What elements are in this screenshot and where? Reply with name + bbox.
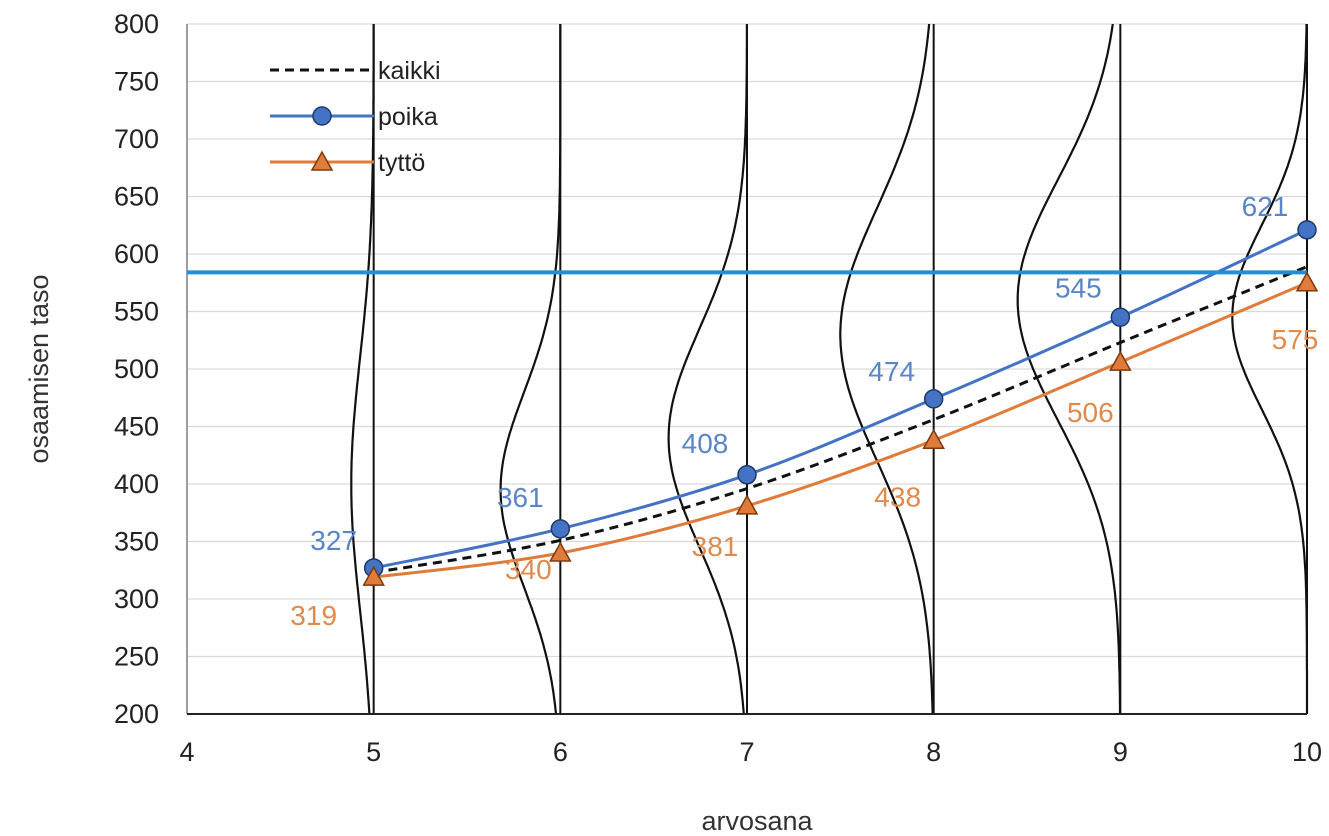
y-tick-label: 250 bbox=[114, 642, 159, 672]
data-label-tyttö: 381 bbox=[692, 531, 739, 562]
data-label-tyttö: 575 bbox=[1272, 324, 1319, 355]
legend-label-kaikki: kaikki bbox=[378, 57, 441, 85]
y-tick-label: 450 bbox=[114, 412, 159, 442]
marker-tyttö bbox=[1109, 350, 1132, 371]
y-tick-label: 550 bbox=[114, 297, 159, 327]
marker-poika bbox=[923, 389, 944, 409]
marker-poika bbox=[737, 465, 757, 485]
marker-tyttö bbox=[735, 494, 759, 515]
legend-label-poika: poika bbox=[378, 103, 438, 131]
data-label-poika: 408 bbox=[682, 428, 729, 459]
y-tick-label: 500 bbox=[114, 354, 159, 384]
legend-label-tyttö: tyttö bbox=[378, 149, 425, 177]
data-label-poika: 621 bbox=[1242, 191, 1289, 222]
data-label-poika: 474 bbox=[868, 356, 915, 387]
data-labels: 327 361 408 474 545 621 319 340 381 438 506 575 bbox=[290, 191, 1318, 631]
series-markers bbox=[362, 220, 1319, 586]
marker-poika bbox=[1297, 220, 1317, 240]
tick-labels: 200 250 300 350 400 450 500 550 600 650 700 750 800 4… bbox=[114, 9, 1322, 767]
data-label-tyttö: 319 bbox=[290, 600, 337, 631]
x-tick-label: 6 bbox=[553, 737, 568, 767]
marker-tyttö bbox=[1295, 271, 1319, 292]
data-label-tyttö: 506 bbox=[1067, 397, 1114, 428]
y-tick-label: 600 bbox=[114, 239, 159, 269]
distribution-curves bbox=[350, 23, 1309, 715]
data-label-tyttö: 340 bbox=[505, 554, 552, 585]
series-line-tyttö bbox=[373, 281, 1308, 579]
data-label-tyttö: 438 bbox=[874, 481, 921, 512]
series-line-kaikki bbox=[373, 265, 1308, 575]
y-tick-label: 350 bbox=[114, 527, 159, 557]
distribution-curve bbox=[1016, 23, 1122, 714]
axes bbox=[186, 24, 1307, 715]
distribution-curve bbox=[839, 23, 934, 715]
marker-poika bbox=[312, 106, 332, 126]
legend: kaikki poika tyttö bbox=[270, 57, 441, 177]
x-tick-label: 5 bbox=[366, 737, 381, 767]
data-label-poika: 327 bbox=[310, 525, 357, 556]
series-lines bbox=[373, 228, 1308, 579]
x-tick-label: 10 bbox=[1292, 737, 1322, 767]
data-label-poika: 361 bbox=[497, 482, 544, 513]
x-axis-title: arvosana bbox=[701, 806, 813, 836]
x-tick-label: 7 bbox=[739, 737, 754, 767]
marker-tyttö bbox=[922, 428, 945, 450]
marker-tyttö bbox=[310, 150, 334, 171]
marker-poika bbox=[550, 519, 571, 539]
x-tick-label: 4 bbox=[179, 737, 194, 767]
y-tick-label: 750 bbox=[114, 67, 159, 97]
marker-poika bbox=[1110, 307, 1131, 327]
y-tick-label: 200 bbox=[114, 699, 159, 729]
data-label-poika: 545 bbox=[1055, 272, 1102, 303]
series-line-poika bbox=[373, 228, 1308, 570]
y-tick-label: 300 bbox=[114, 584, 159, 614]
x-tick-label: 8 bbox=[926, 737, 941, 767]
y-tick-label: 800 bbox=[114, 9, 159, 39]
y-tick-label: 650 bbox=[114, 182, 159, 212]
y-tick-label: 700 bbox=[114, 124, 159, 154]
marker-tyttö bbox=[362, 565, 385, 586]
y-tick-label: 400 bbox=[114, 469, 159, 499]
y-axis-title: osaamisen taso bbox=[24, 274, 54, 463]
x-tick-label: 9 bbox=[1113, 737, 1128, 767]
marker-tyttö bbox=[549, 541, 572, 562]
distribution-curve bbox=[667, 24, 748, 715]
